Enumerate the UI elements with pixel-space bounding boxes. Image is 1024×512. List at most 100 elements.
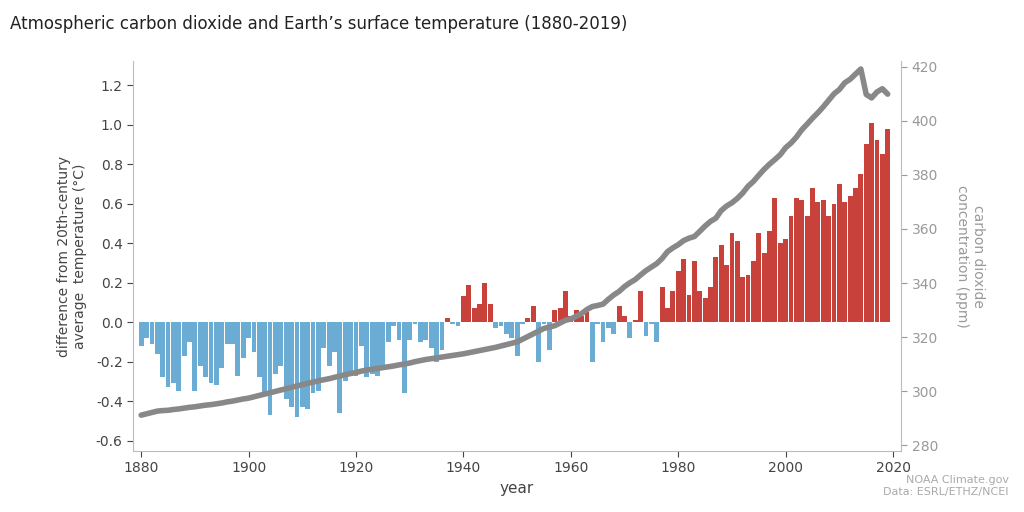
Bar	[729, 233, 734, 322]
Bar	[815, 202, 820, 322]
Bar	[767, 231, 772, 322]
Bar	[144, 322, 148, 338]
Bar	[831, 204, 837, 322]
Bar	[563, 291, 568, 322]
Bar	[160, 322, 165, 377]
Bar	[595, 322, 600, 324]
Bar	[472, 308, 476, 322]
Bar	[386, 322, 390, 342]
Bar	[198, 322, 203, 366]
Bar	[214, 322, 219, 386]
Bar	[343, 322, 348, 381]
Bar	[155, 322, 160, 354]
Bar	[348, 322, 353, 375]
Bar	[203, 322, 208, 377]
Bar	[757, 233, 761, 322]
Bar	[745, 275, 751, 322]
Bar	[273, 322, 278, 374]
Bar	[671, 291, 675, 322]
Bar	[230, 322, 234, 344]
Bar	[644, 322, 648, 336]
Bar	[504, 322, 509, 334]
Bar	[246, 322, 251, 338]
Bar	[499, 322, 504, 326]
Bar	[466, 285, 471, 322]
Bar	[853, 188, 858, 322]
Bar	[193, 322, 198, 391]
Y-axis label: difference from 20th-century
average  temperature (°C): difference from 20th-century average tem…	[57, 156, 87, 356]
Bar	[487, 305, 493, 322]
Bar	[305, 322, 310, 409]
Bar	[370, 322, 375, 374]
Bar	[783, 239, 788, 322]
Bar	[724, 265, 729, 322]
Bar	[719, 245, 724, 322]
Bar	[241, 322, 246, 358]
Bar	[821, 200, 825, 322]
Bar	[515, 322, 519, 356]
Bar	[279, 322, 284, 366]
Bar	[843, 202, 847, 322]
Bar	[267, 322, 272, 415]
Bar	[810, 188, 815, 322]
Bar	[547, 322, 552, 350]
Bar	[697, 291, 702, 322]
X-axis label: year: year	[500, 481, 535, 496]
Bar	[289, 322, 294, 407]
Bar	[880, 154, 885, 322]
Bar	[762, 253, 767, 322]
Bar	[837, 184, 842, 322]
Bar	[402, 322, 407, 393]
Bar	[874, 140, 880, 322]
Bar	[606, 322, 611, 328]
Bar	[434, 322, 439, 361]
Bar	[886, 129, 890, 322]
Bar	[638, 291, 643, 322]
Bar	[659, 287, 665, 322]
Bar	[794, 198, 799, 322]
Bar	[751, 261, 756, 322]
Bar	[542, 322, 547, 324]
Bar	[530, 306, 536, 322]
Bar	[257, 322, 262, 377]
Bar	[616, 306, 622, 322]
Bar	[219, 322, 224, 368]
Bar	[848, 196, 853, 322]
Bar	[327, 322, 332, 366]
Bar	[735, 241, 739, 322]
Bar	[623, 316, 627, 322]
Bar	[316, 322, 321, 391]
Bar	[686, 294, 691, 322]
Bar	[676, 271, 681, 322]
Bar	[681, 259, 686, 322]
Bar	[805, 216, 810, 322]
Bar	[858, 174, 863, 322]
Bar	[580, 316, 584, 322]
Bar	[444, 318, 450, 322]
Bar	[800, 200, 804, 322]
Bar	[396, 322, 401, 340]
Bar	[772, 198, 777, 322]
Bar	[826, 216, 831, 322]
Bar	[381, 322, 385, 366]
Bar	[359, 322, 364, 346]
Bar	[558, 308, 562, 322]
Bar	[353, 322, 358, 375]
Bar	[365, 322, 370, 377]
Bar	[568, 316, 573, 322]
Bar	[633, 320, 638, 322]
Bar	[702, 298, 708, 322]
Bar	[708, 287, 713, 322]
Bar	[494, 322, 498, 328]
Bar	[482, 283, 487, 322]
Bar	[451, 322, 455, 324]
Bar	[869, 123, 874, 322]
Bar	[429, 322, 433, 348]
Bar	[224, 322, 229, 344]
Bar	[423, 322, 428, 340]
Bar	[456, 322, 461, 326]
Bar	[665, 308, 670, 322]
Bar	[439, 322, 444, 350]
Bar	[187, 322, 191, 342]
Bar	[284, 322, 289, 399]
